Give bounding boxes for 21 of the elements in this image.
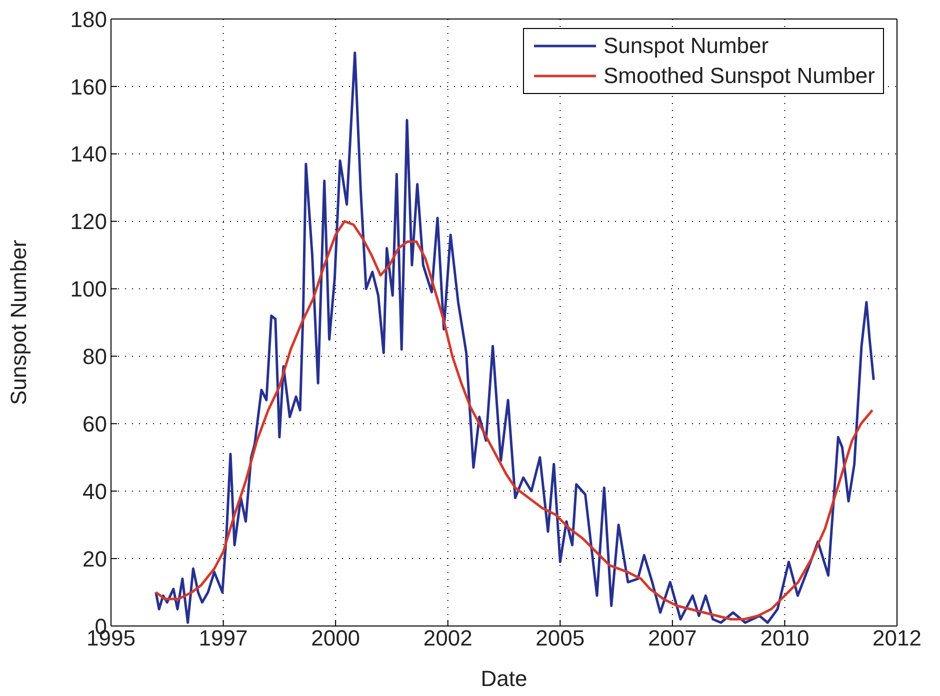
y-tick-label: 40 [82,478,107,504]
y-tick-label: 60 [82,411,107,436]
x-tick-label: 2010 [760,626,810,651]
x-tick-label: 2012 [872,626,922,651]
y-axis-title: Sunspot Number [6,240,31,406]
y-tick-label: 120 [70,209,107,234]
y-tick-label: 80 [82,344,107,370]
legend-label: Smoothed Sunspot Number [604,62,875,90]
y-tick-label: 140 [70,142,107,167]
y-tick-label: 20 [82,546,107,572]
line-series [154,220,874,621]
y-tick-label: 160 [70,74,107,100]
x-tick-label: 2007 [648,626,697,651]
x-tick-label: 2000 [311,626,360,651]
x-tick-label: 2002 [423,626,472,651]
x-tick-label: 1997 [198,626,248,651]
y-tick-label: 100 [70,276,107,302]
legend-label: Sunspot Number [604,32,769,60]
x-tick-label: 2005 [536,626,585,651]
x-axis-title: Date [480,666,528,691]
y-tick-label: 180 [70,6,107,32]
